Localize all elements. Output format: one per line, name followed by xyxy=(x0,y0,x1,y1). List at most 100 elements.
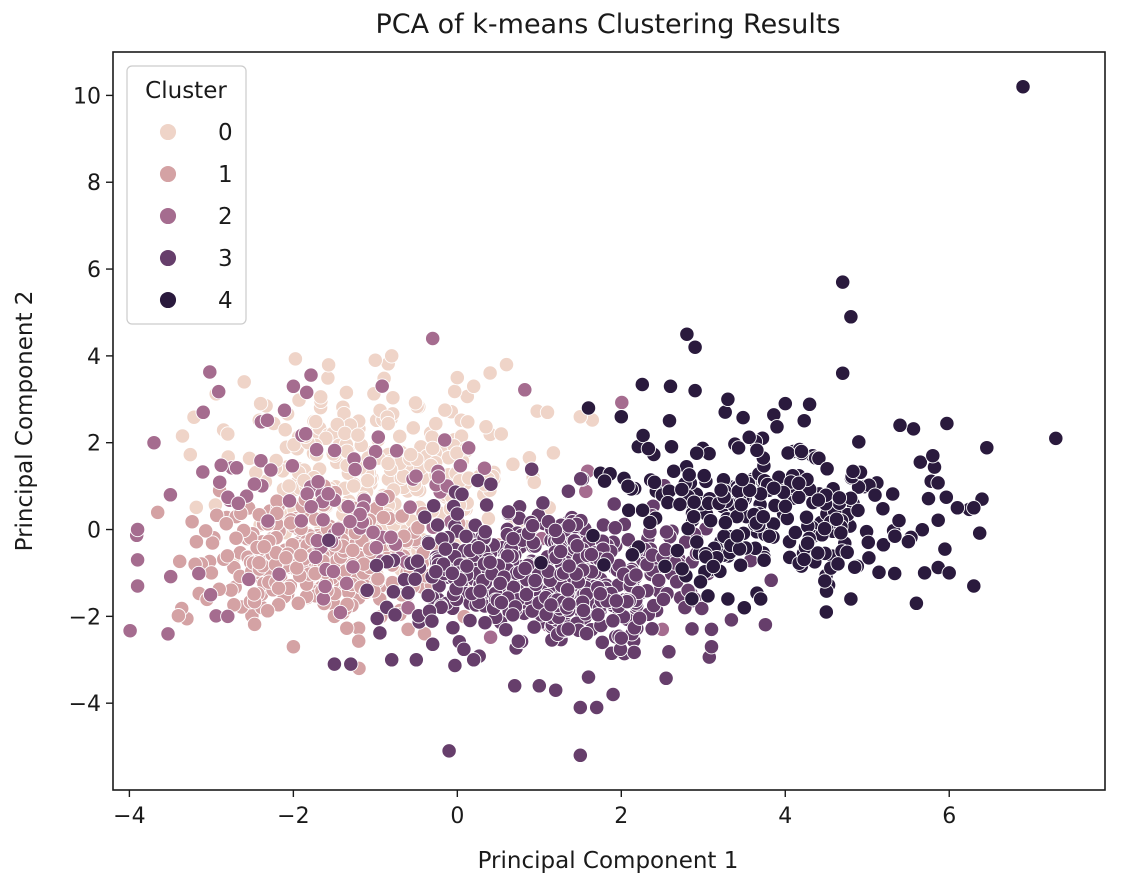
point xyxy=(182,446,198,463)
point xyxy=(212,474,228,490)
y-axis-label: Principal Component 2 xyxy=(12,291,38,552)
point xyxy=(260,513,276,529)
point xyxy=(281,478,297,494)
y-tick-label: 4 xyxy=(87,345,101,370)
point xyxy=(527,572,543,589)
legend-box xyxy=(126,65,247,325)
point xyxy=(507,678,523,694)
x-axis-label: Principal Component 1 xyxy=(478,848,739,874)
point xyxy=(634,376,650,393)
point xyxy=(613,409,629,425)
point xyxy=(375,509,392,526)
point xyxy=(717,404,733,420)
point xyxy=(384,652,400,668)
point xyxy=(735,409,751,426)
point xyxy=(816,520,833,537)
point xyxy=(374,378,390,394)
point xyxy=(447,657,463,674)
point xyxy=(875,501,891,517)
point xyxy=(1048,430,1064,447)
point xyxy=(661,644,677,660)
point xyxy=(817,573,833,589)
point xyxy=(338,384,355,401)
point xyxy=(839,544,855,560)
point xyxy=(687,382,703,399)
point xyxy=(791,475,807,491)
point xyxy=(533,555,549,571)
point xyxy=(122,623,138,639)
point xyxy=(313,389,329,405)
point xyxy=(198,523,214,539)
point xyxy=(146,435,162,451)
point xyxy=(905,421,922,437)
point xyxy=(560,621,576,637)
point xyxy=(589,699,605,716)
point xyxy=(912,454,928,470)
legend: Cluster 0 1 2 3 4 xyxy=(126,65,247,325)
point xyxy=(281,493,298,509)
point xyxy=(620,532,636,548)
point xyxy=(470,472,486,489)
point xyxy=(339,620,355,636)
point xyxy=(492,575,508,592)
point xyxy=(188,534,205,550)
point xyxy=(332,604,349,621)
point xyxy=(543,597,559,613)
point xyxy=(437,432,453,448)
point xyxy=(228,530,244,546)
point xyxy=(287,351,304,367)
point xyxy=(553,543,569,560)
point xyxy=(303,499,319,515)
point xyxy=(925,448,941,464)
point xyxy=(608,593,624,609)
point xyxy=(505,530,521,547)
point xyxy=(861,550,877,566)
point xyxy=(580,400,597,416)
point xyxy=(741,429,757,445)
point xyxy=(949,500,966,516)
legend-marker-4 xyxy=(159,291,177,309)
point xyxy=(920,490,937,507)
point xyxy=(410,520,426,536)
point xyxy=(380,455,396,472)
point xyxy=(129,521,146,538)
point xyxy=(916,565,933,581)
point xyxy=(561,518,577,534)
point xyxy=(345,542,361,559)
point xyxy=(518,586,535,603)
point xyxy=(325,563,342,580)
legend-marker-3 xyxy=(159,249,177,267)
point xyxy=(340,498,356,515)
point xyxy=(674,481,690,498)
y-tick-label: 0 xyxy=(87,519,101,544)
point xyxy=(755,509,771,525)
y-tick-label: 8 xyxy=(87,171,101,196)
point xyxy=(392,428,408,445)
point xyxy=(717,514,734,531)
point xyxy=(811,450,827,466)
point xyxy=(545,445,562,461)
point xyxy=(219,548,236,564)
point xyxy=(150,504,166,521)
point xyxy=(686,494,702,510)
point xyxy=(621,502,637,518)
legend-label-2: 2 xyxy=(218,204,233,230)
point xyxy=(548,682,564,698)
point xyxy=(285,639,302,655)
point xyxy=(763,572,779,588)
point xyxy=(578,625,595,642)
point xyxy=(635,427,651,444)
point xyxy=(547,522,564,539)
point xyxy=(810,545,826,561)
point xyxy=(195,464,211,480)
point xyxy=(796,413,812,429)
point xyxy=(525,517,541,534)
point xyxy=(351,633,367,649)
point xyxy=(777,395,793,412)
point xyxy=(400,585,416,601)
point xyxy=(780,445,796,461)
point xyxy=(723,612,740,628)
point xyxy=(380,415,396,432)
point xyxy=(384,348,400,364)
point xyxy=(689,445,705,461)
